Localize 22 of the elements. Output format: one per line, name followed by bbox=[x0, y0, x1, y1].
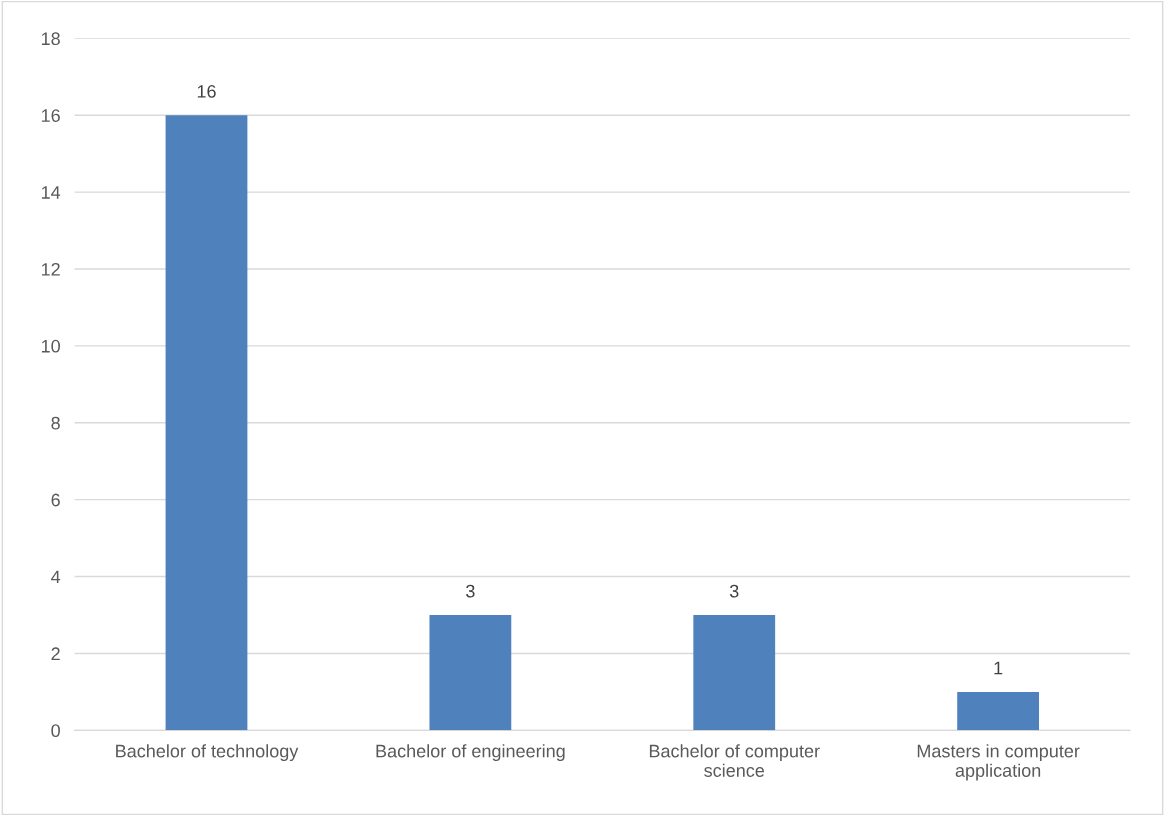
x-tick-label: Bachelor of technology bbox=[116, 744, 299, 762]
y-tick-label: 16 bbox=[41, 109, 60, 122]
y-tick-label: 14 bbox=[41, 186, 61, 199]
y-tick-label: 8 bbox=[51, 416, 60, 430]
data-label: 3 bbox=[466, 584, 475, 598]
bar bbox=[957, 691, 1040, 731]
y-tick-label: 18 bbox=[41, 32, 60, 46]
bar bbox=[165, 115, 248, 731]
y-tick-label: 6 bbox=[51, 493, 60, 507]
y-tick-label: 2 bbox=[51, 647, 60, 660]
bar bbox=[693, 614, 776, 731]
data-label: 3 bbox=[729, 584, 739, 598]
x-tick-label: Bachelor of engineering bbox=[376, 744, 565, 762]
y-tick-label: 4 bbox=[51, 570, 61, 584]
data-label: 1 bbox=[994, 661, 1003, 675]
y-tick-label: 0 bbox=[51, 724, 60, 738]
bar bbox=[429, 614, 512, 731]
x-tick-label: Bachelor of computer science bbox=[649, 744, 820, 777]
y-tick-label: 10 bbox=[41, 339, 60, 353]
data-label: 16 bbox=[197, 84, 216, 98]
x-tick-label: Masters in computer application bbox=[917, 744, 1080, 781]
y-tick-label: 12 bbox=[41, 262, 60, 276]
